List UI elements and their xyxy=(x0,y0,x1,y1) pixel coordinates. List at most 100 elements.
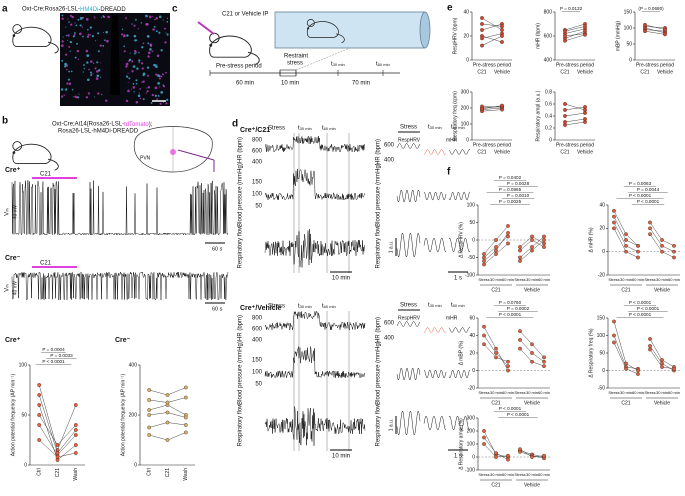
label: HR (bpm) xyxy=(238,315,244,341)
y-tick-label: 50 xyxy=(21,412,27,418)
cell xyxy=(158,31,161,34)
data-point xyxy=(482,255,486,260)
cell xyxy=(160,91,164,94)
y-tick-label: 0.8 xyxy=(545,89,552,95)
stress-marker xyxy=(298,311,300,451)
data-point xyxy=(147,425,152,430)
x-tick-label: Stress xyxy=(608,390,619,395)
mouse-body xyxy=(209,35,252,58)
group-label: Vehicle xyxy=(654,400,670,406)
y-tick-label: 0 xyxy=(24,462,27,468)
label: 1 s xyxy=(454,454,462,460)
x-tick-label: C21 xyxy=(477,149,486,155)
cell xyxy=(94,96,96,98)
label: Blood pressure (mmHg) xyxy=(376,341,382,405)
mouse-body xyxy=(12,143,52,165)
cell xyxy=(127,72,129,74)
data-point xyxy=(636,243,640,248)
group-label: C21 xyxy=(621,400,630,406)
label: 100 xyxy=(252,192,263,198)
cell xyxy=(77,58,80,60)
cell xyxy=(67,34,70,37)
series-line xyxy=(38,414,76,446)
data-point xyxy=(37,393,42,397)
annotation: P = 0.0025 xyxy=(499,199,522,204)
cell xyxy=(131,70,134,73)
annotation: P < 0.0001 xyxy=(629,193,652,198)
cell xyxy=(160,75,163,78)
cell xyxy=(166,17,169,19)
mouse-icon xyxy=(306,19,345,44)
label: C21 or Vehicle IP xyxy=(222,12,268,18)
cell xyxy=(79,17,83,20)
data-point xyxy=(563,29,567,34)
y-tick-label: 0 xyxy=(629,57,632,63)
x-axis-label: Pre-stress period xyxy=(636,62,674,68)
y-tick-label: 400 xyxy=(544,57,553,63)
cell xyxy=(68,82,72,86)
cell xyxy=(146,66,150,69)
y-tick-label: 0 xyxy=(472,237,475,243)
data-point xyxy=(672,366,676,371)
x-tick-label: C21 xyxy=(165,468,171,477)
data-point xyxy=(37,403,42,407)
data-point xyxy=(480,16,484,20)
data-point xyxy=(660,358,664,362)
text-part: 60 min xyxy=(378,62,390,67)
cell xyxy=(153,25,156,28)
label: 1 s xyxy=(454,276,462,282)
pvn xyxy=(170,149,176,155)
data-point xyxy=(165,410,170,415)
cell xyxy=(82,71,84,73)
data-point xyxy=(147,413,152,417)
cell xyxy=(70,23,73,26)
cell xyxy=(128,58,132,61)
cell xyxy=(138,51,140,54)
stress-marker xyxy=(293,311,295,451)
x-tick-label: Stress xyxy=(644,390,655,395)
mouse-icon xyxy=(12,141,59,171)
cell xyxy=(61,95,64,98)
label: Respiratory flow xyxy=(376,225,382,269)
data-point xyxy=(530,245,534,249)
label: 10 min xyxy=(332,454,350,460)
annotation: P < 0.0001 xyxy=(637,199,660,204)
data-point xyxy=(663,32,667,37)
cell xyxy=(123,50,126,53)
annotation: P = 0.0132 xyxy=(560,6,583,11)
x-tick-label: 30 min xyxy=(656,277,668,282)
data-point xyxy=(648,232,652,237)
annotation: P = 0.0004 xyxy=(42,347,65,352)
data-point xyxy=(612,220,616,225)
series-line xyxy=(564,106,586,111)
label: stress xyxy=(287,61,303,67)
label: 40 mV xyxy=(12,280,18,295)
data-point xyxy=(480,43,484,48)
label: 400 xyxy=(384,336,395,342)
cell xyxy=(122,35,125,38)
cell xyxy=(151,50,154,53)
cell xyxy=(86,54,90,58)
hr-snippet xyxy=(396,143,421,149)
y-axis-label: Δ mHR (%) xyxy=(588,227,594,252)
data-point xyxy=(73,428,78,432)
resp-snippet xyxy=(396,232,421,258)
annotation: P < 0.0001 xyxy=(499,406,522,411)
cell xyxy=(154,18,156,21)
bp-trace xyxy=(264,346,366,379)
data-point xyxy=(542,453,546,458)
series-line xyxy=(481,33,503,39)
y-tick-label: 150 xyxy=(597,315,606,321)
y-axis-label: Respiratory ampl (a.u.) xyxy=(535,90,541,141)
y-tick-label: -100 xyxy=(465,467,475,473)
y-tick-label: 200 xyxy=(129,412,138,418)
cell xyxy=(75,24,78,27)
data-point xyxy=(37,423,42,427)
cell xyxy=(138,59,141,62)
data-point xyxy=(500,40,504,44)
cell xyxy=(98,69,101,72)
y-tick-label: 40 xyxy=(469,333,475,339)
data-point xyxy=(563,102,567,106)
x-tick-label: 30 min xyxy=(620,277,632,282)
label: Respiratory flow xyxy=(376,403,382,447)
